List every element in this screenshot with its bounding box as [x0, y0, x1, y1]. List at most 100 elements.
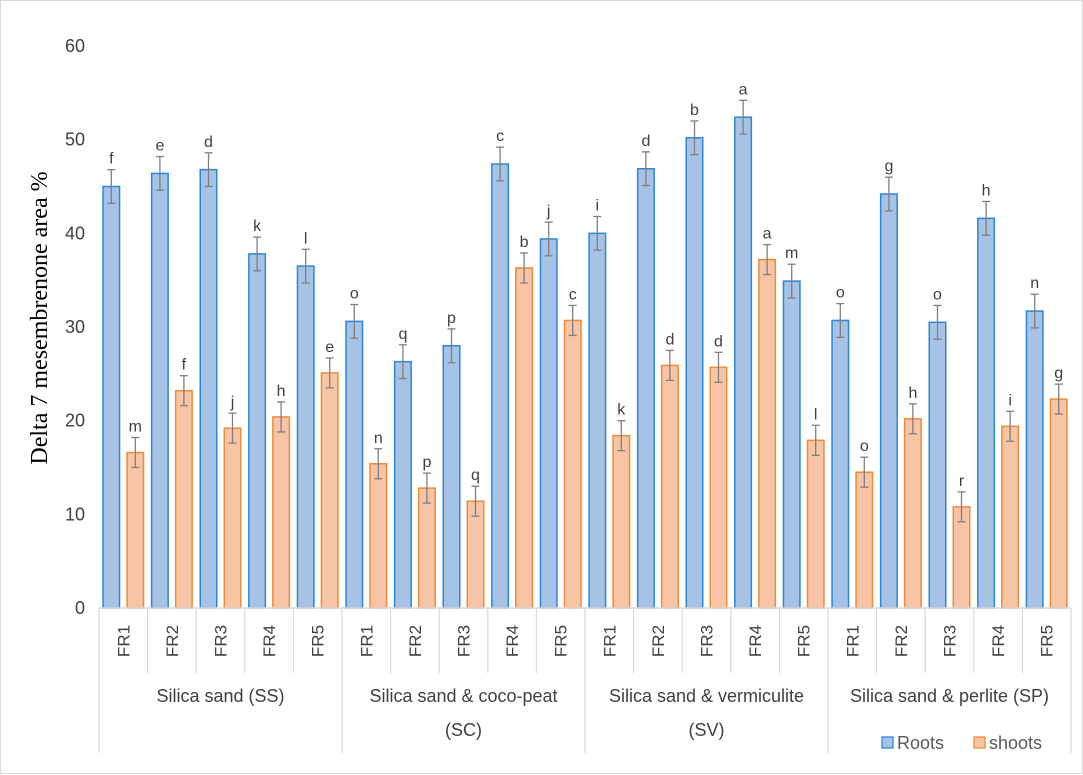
- significance-letter: r: [959, 473, 965, 490]
- shoots-bar: [660, 364, 679, 609]
- x-category-label: FR3: [941, 625, 960, 657]
- significance-letter: c: [569, 286, 577, 303]
- roots-bar: [782, 280, 801, 609]
- legend-shoots-label: shoots: [989, 733, 1042, 753]
- y-tick-label: 0: [75, 598, 85, 618]
- x-category-label: FR1: [357, 625, 376, 657]
- roots-bar: [977, 217, 996, 609]
- x-axis: FR1 FR2 FR3 FR4 FR5 Silica sand (SS) FR1 FR2 FR3…: [98, 607, 1072, 753]
- legend-shoots-swatch: [973, 736, 986, 749]
- x-category-label: FR5: [309, 625, 328, 657]
- y-tick-label: 40: [65, 223, 85, 243]
- significance-letter: g: [884, 158, 893, 175]
- shoots-bar: [223, 427, 242, 609]
- shoots-bar: [174, 389, 193, 609]
- significance-letter: n: [1030, 275, 1039, 292]
- roots-bar: [345, 320, 364, 609]
- significance-letter: l: [304, 230, 308, 247]
- x-group-label: Silica sand (SS): [156, 686, 284, 706]
- shoots-bar: [563, 319, 582, 609]
- roots-bar: [296, 265, 315, 609]
- significance-letter: p: [422, 454, 431, 471]
- roots-bar: [636, 167, 655, 609]
- shoots-bar: [272, 416, 291, 609]
- shoots-bar: [758, 258, 777, 609]
- shoots-bar: [1049, 398, 1068, 609]
- x-group-label: (SV): [689, 720, 725, 740]
- significance-letter: m: [129, 419, 142, 436]
- significance-letter: f: [109, 151, 114, 168]
- legend-roots-swatch: [881, 736, 894, 749]
- shoots-bar: [709, 366, 728, 609]
- y-tick-label: 20: [65, 411, 85, 431]
- roots-bar: [102, 185, 121, 609]
- y-axis-ticks: 0 10 20 30 40 50 60: [65, 36, 85, 618]
- y-axis-label: Delta 7 mesembrenone area %: [27, 171, 53, 464]
- significance-letter: c: [496, 128, 504, 145]
- roots-bar: [879, 193, 898, 609]
- significance-letter: o: [836, 285, 845, 302]
- significance-letter: d: [714, 333, 723, 350]
- significance-letter: a: [763, 226, 772, 243]
- significance-letter: o: [350, 286, 359, 303]
- significance-letter: h: [982, 182, 991, 199]
- x-group-label: Silica sand & vermiculite: [609, 686, 804, 706]
- significance-letter: q: [398, 326, 407, 343]
- shoots-bar: [417, 487, 436, 609]
- y-tick-label: 60: [65, 36, 85, 56]
- x-category-label: FR3: [698, 625, 717, 657]
- roots-bar: [588, 232, 607, 609]
- significance-letter: n: [374, 430, 383, 447]
- roots-bar: [248, 253, 267, 609]
- roots-bar: [150, 172, 169, 609]
- x-group-label: Silica sand & coco-peat: [369, 686, 557, 706]
- x-category-label: FR2: [649, 625, 668, 657]
- legend-roots-label: Roots: [897, 733, 944, 753]
- significance-letter: e: [155, 138, 164, 155]
- significance-letter: q: [471, 467, 480, 484]
- significance-letter: a: [739, 81, 748, 98]
- roots-bar: [491, 163, 510, 609]
- significance-letter: d: [641, 133, 650, 150]
- significance-letter: f: [182, 357, 187, 374]
- shoots-bar: [855, 471, 874, 609]
- y-tick-label: 10: [65, 504, 85, 524]
- significance-letter: i: [596, 197, 600, 214]
- significance-letter: h: [908, 385, 917, 402]
- significance-letter: o: [933, 286, 942, 303]
- shoots-bar: [515, 267, 534, 609]
- shoots-bar: [466, 500, 485, 609]
- roots-bar: [442, 344, 461, 609]
- significance-letter: p: [447, 310, 456, 327]
- x-category-label: FR5: [1038, 625, 1057, 657]
- x-category-label: FR3: [212, 625, 231, 657]
- shoots-bar: [320, 372, 339, 609]
- x-category-label: FR1: [843, 625, 862, 657]
- x-category-label: FR5: [552, 625, 571, 657]
- legend: Roots shoots: [881, 733, 1042, 753]
- y-axis-label-group: Delta 7 mesembrenone area %: [27, 171, 53, 464]
- significance-letter: i: [1008, 392, 1012, 409]
- roots-bar: [685, 137, 704, 609]
- significance-letter: k: [253, 218, 262, 235]
- x-group-label: Silica sand & perlite (SP): [850, 686, 1049, 706]
- significance-letter: e: [325, 339, 334, 356]
- significance-letter: b: [690, 102, 699, 119]
- roots-bar: [1025, 310, 1044, 609]
- shoots-bar: [612, 434, 631, 609]
- roots-bar: [831, 319, 850, 609]
- x-category-label: FR3: [455, 625, 474, 657]
- shoots-bar: [903, 418, 922, 609]
- roots-bar: [539, 238, 558, 609]
- x-category-label: FR4: [260, 625, 279, 657]
- significance-letter: d: [204, 134, 213, 151]
- y-tick-label: 30: [65, 317, 85, 337]
- roots-bar: [199, 168, 218, 609]
- significance-letter: l: [814, 406, 818, 423]
- shoots-bar: [126, 451, 145, 609]
- significance-letter: b: [520, 234, 529, 251]
- x-category-label: FR2: [163, 625, 182, 657]
- x-group-label: (SC): [445, 720, 482, 740]
